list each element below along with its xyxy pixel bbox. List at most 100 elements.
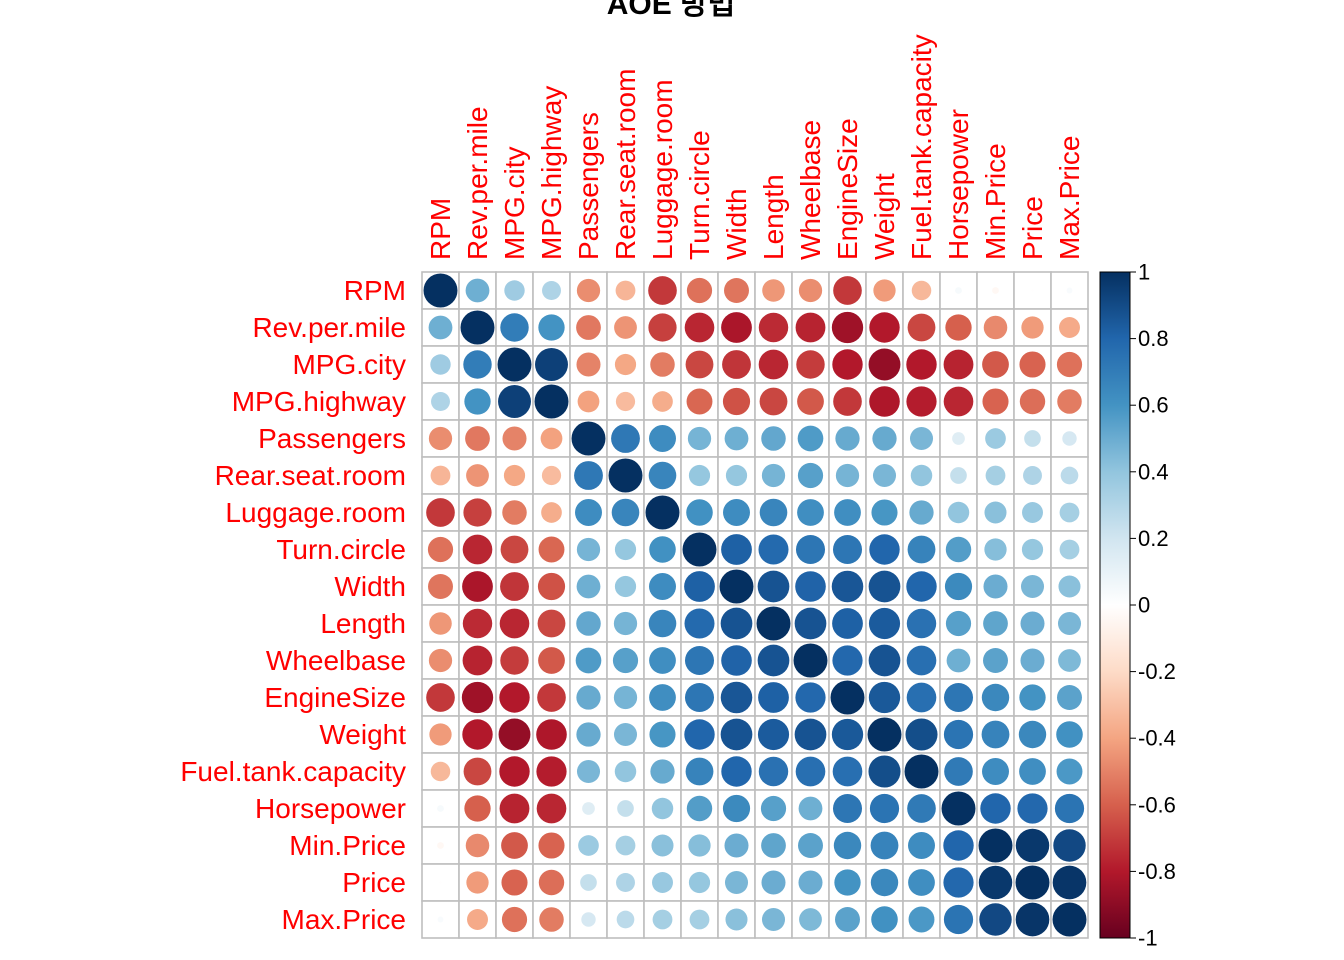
row-label: Price — [342, 867, 406, 898]
corr-circle — [910, 464, 933, 487]
corr-circle — [688, 834, 711, 857]
corr-circle — [796, 350, 825, 379]
corr-circle — [982, 758, 1009, 785]
corr-circle — [758, 349, 789, 380]
corr-circle — [868, 348, 901, 381]
colorbar-tick-label: 0.8 — [1138, 326, 1169, 351]
corr-circle — [720, 681, 753, 714]
corr-circle — [578, 835, 599, 856]
corr-circle — [1053, 829, 1086, 862]
colorbar-tick-label: -0.8 — [1138, 859, 1176, 884]
corr-circle — [725, 908, 748, 931]
corr-circle — [461, 681, 494, 714]
corr-circle — [872, 463, 897, 488]
corr-circle — [430, 761, 451, 782]
corr-circle — [614, 538, 637, 561]
corr-circle — [871, 499, 898, 526]
corr-circle — [758, 756, 789, 787]
corr-circle — [615, 835, 636, 856]
column-label: Min.Price — [980, 143, 1011, 260]
corr-circle — [688, 871, 711, 894]
corr-circle — [955, 287, 962, 294]
corr-circle — [756, 606, 791, 641]
corr-circle — [1022, 502, 1043, 523]
corr-circle — [1015, 865, 1050, 900]
column-label: Length — [758, 174, 789, 260]
chart-title: AOE 방법 — [607, 0, 736, 21]
corr-circle — [947, 501, 970, 524]
corr-circle — [501, 906, 528, 933]
corr-circle — [906, 349, 937, 380]
corr-circle — [834, 869, 861, 896]
colorbar-tick-label: -0.6 — [1138, 792, 1176, 817]
corr-circle — [797, 499, 824, 526]
corr-circle — [430, 465, 451, 486]
corr-circle — [906, 608, 937, 639]
corr-circle — [981, 683, 1010, 712]
corr-circle — [462, 608, 493, 639]
corr-circle — [869, 793, 900, 824]
corr-circle — [950, 467, 967, 484]
corr-circle — [463, 757, 492, 786]
column-label: Fuel.tank.capacity — [906, 34, 937, 260]
grid-cell — [1050, 604, 1089, 643]
column-label: MPG.highway — [536, 86, 567, 260]
corr-circle — [688, 464, 711, 487]
corr-circle — [1020, 574, 1045, 599]
corr-circle — [465, 426, 490, 451]
corr-circle — [577, 390, 600, 413]
corr-circle — [651, 834, 674, 857]
row-label: Rev.per.mile — [252, 312, 406, 343]
corr-circle — [534, 384, 569, 419]
corr-circle — [795, 534, 826, 565]
corr-circle — [983, 648, 1008, 673]
corr-circle — [497, 347, 532, 382]
corr-circle — [797, 462, 824, 489]
corr-circle — [798, 870, 823, 895]
corr-circle — [464, 388, 491, 415]
corr-circle — [500, 572, 529, 601]
corr-circle — [499, 608, 530, 639]
corr-circle — [832, 608, 863, 639]
corr-circle — [538, 869, 565, 896]
corr-circle — [904, 754, 939, 789]
corr-circle — [943, 682, 974, 713]
corr-circle — [614, 353, 637, 376]
corr-circle — [943, 719, 974, 750]
corr-circle — [832, 349, 863, 380]
corr-circle — [466, 464, 489, 487]
corr-circle — [798, 833, 823, 858]
corr-circle — [686, 795, 713, 822]
corr-circle — [795, 756, 826, 787]
corr-circle — [909, 500, 934, 525]
corr-circle — [685, 757, 714, 786]
column-label: Max.Price — [1054, 136, 1085, 260]
corr-circle — [648, 313, 677, 342]
corr-circle — [1024, 430, 1041, 447]
corr-circle — [1058, 575, 1081, 598]
corr-circle — [761, 426, 786, 451]
grid-cell — [606, 789, 645, 828]
corr-circle — [426, 683, 455, 712]
corr-circle — [978, 865, 1013, 900]
corr-circle — [429, 723, 452, 746]
corr-circle — [867, 717, 902, 752]
corr-circle — [906, 682, 937, 713]
corr-circle — [946, 648, 971, 673]
corr-circle — [907, 313, 936, 342]
row-label: RPM — [344, 275, 406, 306]
corr-circle — [575, 499, 602, 526]
grid-cell — [569, 900, 608, 939]
column-label: Rear.seat.room — [610, 69, 641, 260]
corr-circle — [462, 645, 493, 676]
column-label: Luggage.room — [647, 79, 678, 260]
column-label: Width — [721, 188, 752, 260]
corr-circle — [835, 463, 860, 488]
corr-circle — [1056, 351, 1083, 378]
corr-circle — [985, 465, 1006, 486]
corr-circle — [1066, 287, 1073, 294]
corr-circle — [868, 681, 901, 714]
corr-circle — [576, 611, 601, 636]
corr-circle — [761, 907, 786, 932]
corr-circle — [463, 350, 492, 379]
